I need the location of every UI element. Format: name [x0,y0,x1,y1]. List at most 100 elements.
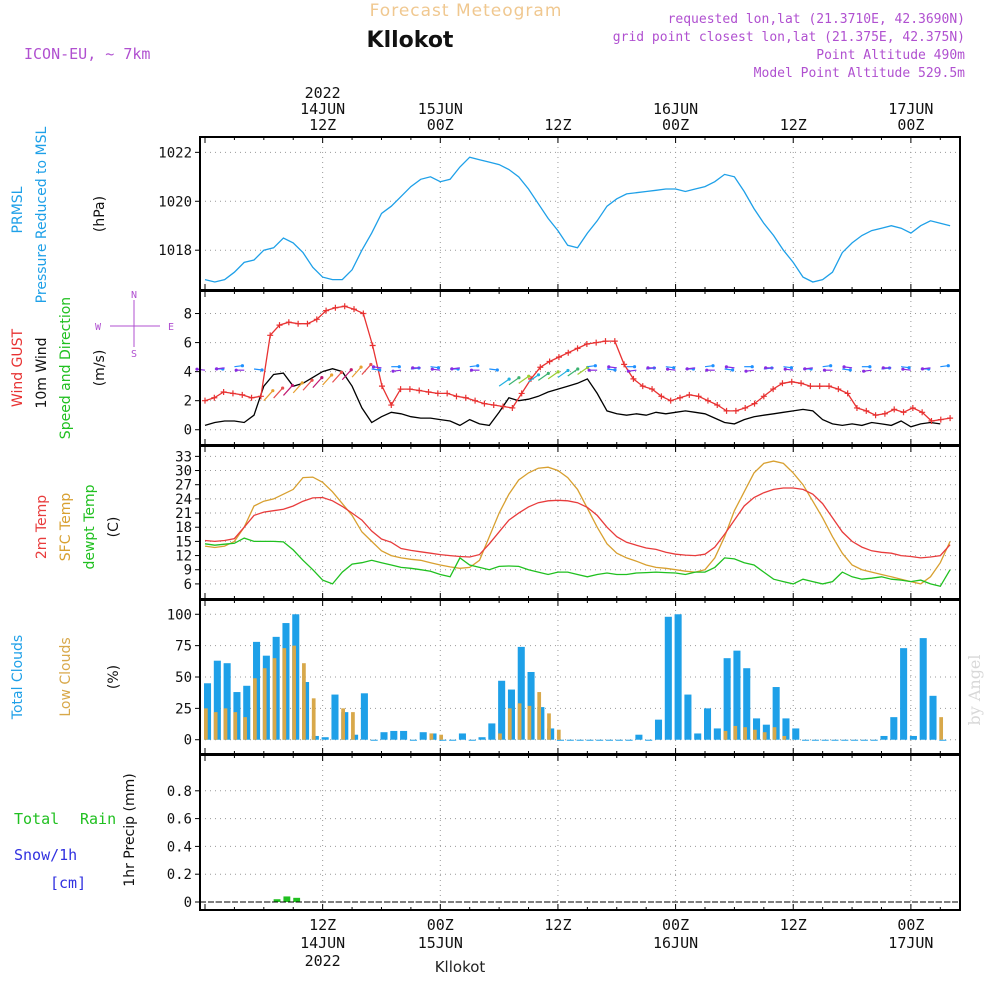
dewpt-label: dewpt Temp [82,484,98,569]
wind-dir-arrowhead [750,365,754,369]
wind-dir-arrow [577,367,588,376]
wind-dir-arrow [361,364,372,375]
wind10m-label: 10m Wind [34,337,50,408]
footer-location: Kllokot [435,958,486,976]
y-tick-label: 6 [184,577,192,593]
total-cloud-bar [860,739,868,741]
gust-marker [351,306,358,313]
gust-marker [658,393,665,400]
total-cloud-bar [880,735,888,740]
wind-dir-arrowhead [359,365,363,369]
gust-marker [947,415,954,422]
y-tick-label: 0.6 [167,812,192,828]
chart-title: Forecast Meteogram [370,1,563,21]
wind-dir-arrow [547,371,559,380]
t2m-line [204,487,951,559]
rain-bar [283,896,291,902]
wind-dir-arrowhead [672,366,676,370]
total-cloud-bar [851,739,859,741]
wind-dir-arrowhead [868,365,872,369]
low-cloud-bar [439,734,444,740]
gust-marker [816,383,823,390]
rain-bar [293,897,301,902]
wind-dir-arrow [322,374,333,386]
rain-bar [273,899,281,902]
gust-marker [919,409,926,416]
gust-marker [500,403,507,410]
compass-n: N [131,290,137,301]
gust-marker [602,338,609,345]
gust-marker [555,354,562,361]
top-time-label: 00Z [427,116,454,134]
wind-dir-arrowhead [724,365,729,369]
wind-dir-arrowhead [371,365,376,369]
y-tick-label: 75 [175,639,192,655]
wind-dir-arrowhead [576,367,580,371]
gust-label: Wind GUST [10,328,26,407]
gust-marker [760,393,767,400]
wind-dir-arrow [498,378,510,387]
gust-marker [751,400,758,407]
wind-dir-arrowhead [946,364,950,368]
wind-dir-arrowhead [646,366,650,370]
low-cloud-bar [537,692,542,740]
low-cloud-bar [204,708,208,740]
total-cloud-bar [802,739,810,741]
wind-dir-arrowhead [195,367,199,371]
bottom-time-label: 2022 [305,952,341,970]
wind-dir-arrowhead [862,369,866,373]
total-cloud-bar [704,708,712,740]
wind-dir-arrowhead [566,368,570,373]
total-cloud-bar [400,730,408,740]
wind-dir-arrow [282,385,293,396]
low-cloud-bar [351,712,355,740]
gust-marker [695,393,702,400]
wind-dir-arrowhead [705,368,709,372]
gust-marker [798,380,805,387]
gust-marker [546,358,553,365]
total-cloud-bar [772,687,780,740]
wind-dir-arrowhead [665,367,670,371]
gust-marker [341,303,348,310]
wind-dir-arrow [557,369,569,378]
y-tick-label: 9 [184,563,192,579]
gust-marker [444,390,451,397]
total-cloud-bar [390,730,398,740]
total-cloud-bar [223,663,231,740]
wind-dir-arrowhead [829,364,833,368]
gust-marker [770,386,777,393]
panel-frame-0 [199,136,961,291]
y-tick-label: 0.8 [167,784,192,800]
total-cloud-bar [782,718,790,740]
top-time-label: 2022 [305,84,341,102]
wind-dir-arrowhead [744,369,748,373]
wind-dir-arrowhead [626,369,630,373]
wind-dir-arrowhead [593,364,597,368]
wind-dir-arrowhead [632,365,637,369]
gust-marker [937,416,944,423]
total-cloud-bar [213,660,221,740]
top-time-label: 15JUN [418,100,463,118]
y-tick-label: 33 [175,449,192,465]
gust-marker [630,375,637,382]
gust-marker [509,404,516,411]
total-cloud-bar [919,638,927,740]
gust-marker [714,402,721,409]
y-tick-label: 0 [184,733,192,749]
gust-marker [202,397,208,404]
compass-e: E [168,322,174,333]
total-cloud-bar [753,718,761,740]
y-tick-label: 100 [167,607,192,623]
low-cloud-bar [243,717,247,740]
point-altitude: Point Altitude 490m [816,48,965,63]
total-cloud-bar [468,739,476,741]
gust-marker [369,342,376,349]
wind-dir-arrowhead [411,366,415,370]
total-cloud-bar [586,739,594,741]
top-time-label: 00Z [662,116,689,134]
total-cloud-bar [370,739,378,741]
gust-marker [621,361,628,368]
compass-s: S [131,349,137,360]
wind-dir-arrowhead [234,368,238,372]
